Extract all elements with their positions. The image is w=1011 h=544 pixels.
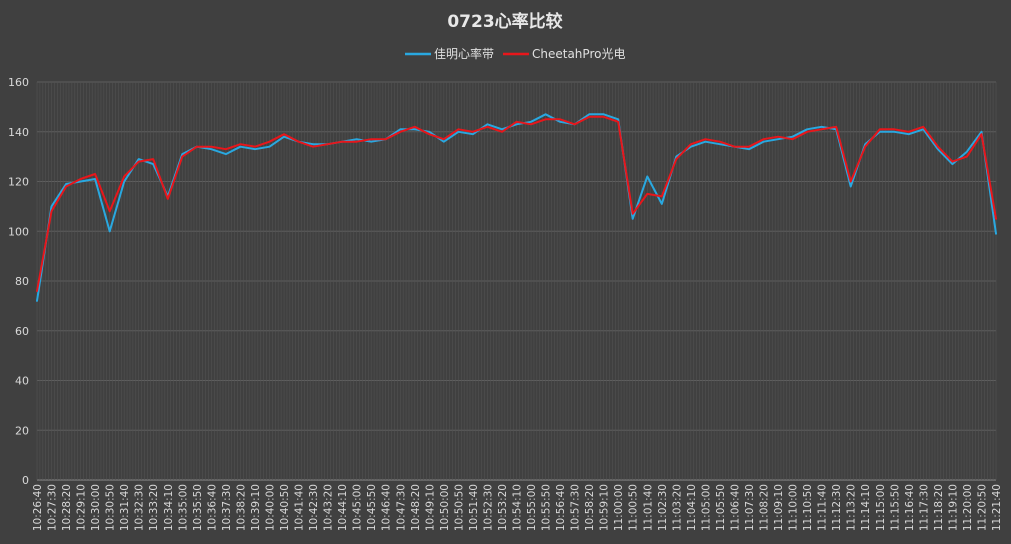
x-tick-label: 11:01:40 [642,484,654,531]
x-tick-label: 11:17:30 [918,484,930,531]
x-tick-label: 11:06:40 [729,484,741,531]
x-tick-label: 11:10:00 [788,484,800,531]
y-axis: 0 20 40 60 80 100 120 140 160 [8,76,29,487]
x-tick-label: 11:21:40 [991,484,1003,531]
x-tick-label: 10:46:40 [381,484,393,531]
y-tick-label: 80 [15,275,29,288]
x-tick-label: 10:42:30 [308,484,320,531]
y-tick-label: 160 [8,76,29,89]
x-tick-label: 11:15:50 [889,484,901,531]
series-line-2 [36,115,997,292]
x-tick-label: 10:47:30 [395,484,407,531]
x-tick-label: 11:10:50 [802,484,814,531]
x-tick-label: 11:00:50 [628,484,640,531]
x-tick-label: 10:50:00 [439,484,451,531]
x-tick-label: 10:50:50 [453,484,465,531]
x-tick-label: 11:02:30 [657,484,669,531]
x-tick-label: 11:07:30 [744,484,756,531]
x-tick-label: 10:49:10 [424,484,436,531]
x-tick-label: 10:43:20 [323,484,335,531]
y-tick-label: 40 [15,375,29,388]
x-tick-label: 11:18:20 [933,484,945,531]
x-tick-label: 11:20:00 [962,484,974,531]
x-tick-label: 10:28:20 [61,484,73,531]
x-tick-label: 11:20:50 [976,484,988,531]
y-tick-label: 0 [22,474,29,487]
x-tick-label: 11:03:20 [671,484,683,531]
x-tick-label: 10:30:00 [90,484,102,531]
series-layer [36,113,997,302]
x-tick-label: 11:14:10 [860,484,872,531]
x-tick-label: 10:44:10 [337,484,349,531]
x-tick-label: 11:00:00 [613,484,625,531]
x-tick-label: 10:32:30 [134,484,146,531]
x-tick-label: 11:08:20 [759,484,771,531]
x-tick-label: 10:35:50 [192,484,204,531]
x-tick-label: 10:41:40 [294,484,306,531]
grid [36,81,997,481]
legend: 佳明心率带 CheetahPro光电 [405,46,625,61]
legend-label-2: CheetahPro光电 [532,47,625,61]
x-tick-label: 10:54:10 [512,484,524,531]
y-tick-label: 120 [8,176,29,189]
x-tick-label: 10:48:20 [410,484,422,531]
x-tick-label: 10:56:40 [555,484,567,531]
x-tick-label: 11:13:20 [846,484,858,531]
x-tick-label: 10:55:50 [541,484,553,531]
x-tick-label: 10:36:40 [206,484,218,531]
x-tick-label: 10:37:30 [221,484,233,531]
x-tick-label: 10:29:10 [76,484,88,531]
x-tick-label: 10:57:30 [570,484,582,531]
x-tick-label: 11:16:40 [904,484,916,531]
x-tick-label: 10:38:20 [235,484,247,531]
y-tick-label: 140 [8,126,29,139]
x-tick-label: 10:45:50 [366,484,378,531]
x-tick-label: 10:58:20 [584,484,596,531]
x-axis: 10:26:40 10:27:30 10:28:20 10:29:10 10:30:00… [32,484,1003,531]
x-tick-label: 10:52:30 [482,484,494,531]
x-tick-label: 10:51:40 [468,484,480,531]
x-tick-label: 11:12:30 [831,484,843,531]
x-tick-label: 10:39:10 [250,484,262,531]
x-tick-label: 11:09:10 [773,484,785,531]
y-tick-label: 60 [15,325,29,338]
x-tick-label: 10:40:00 [264,484,276,531]
y-tick-label: 20 [15,424,29,437]
x-tick-label: 11:11:40 [817,484,829,531]
x-tick-label: 11:19:10 [947,484,959,531]
x-tick-label: 10:45:00 [352,484,364,531]
chart-title: 0723心率比较 [447,11,562,32]
x-tick-label: 11:05:50 [715,484,727,531]
x-tick-label: 10:40:50 [279,484,291,531]
x-tick-label: 10:53:20 [497,484,509,531]
x-tick-label: 11:04:10 [686,484,698,531]
x-tick-label: 10:30:50 [105,484,117,531]
x-tick-label: 11:05:00 [700,484,712,531]
y-tick-label: 100 [8,225,29,238]
x-tick-label: 10:26:40 [32,484,44,531]
legend-label-1: 佳明心率带 [434,46,494,61]
x-tick-label: 10:33:20 [148,484,160,531]
x-tick-label: 10:34:10 [163,484,175,531]
x-tick-label: 10:59:10 [599,484,611,531]
x-tick-label: 10:27:30 [47,484,59,531]
x-tick-label: 10:31:40 [119,484,131,531]
x-tick-label: 11:15:00 [875,484,887,531]
x-tick-label: 10:35:00 [177,484,189,531]
x-tick-label: 10:55:00 [526,484,538,531]
